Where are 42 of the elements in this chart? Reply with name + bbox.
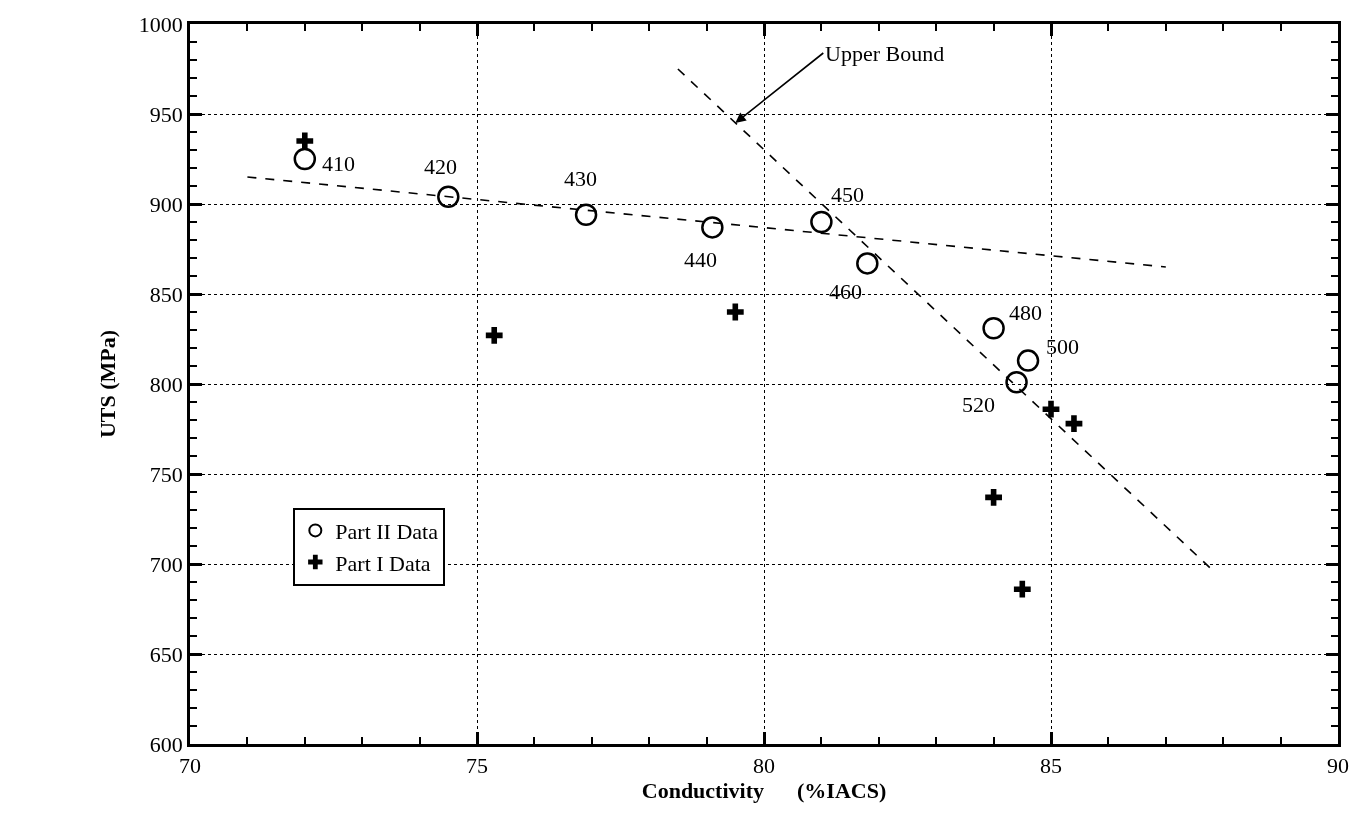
annotation: 420: [424, 154, 457, 179]
annotation: 500: [1046, 334, 1079, 359]
point: [293, 147, 317, 171]
point: [296, 132, 314, 150]
y-axis-title: UTS (MPa): [94, 329, 120, 439]
point: [856, 252, 879, 275]
point: [1042, 400, 1060, 418]
x-tick-label: 75: [466, 753, 488, 779]
y-tick-label: 1000: [138, 11, 183, 37]
y-tick-label: 900: [149, 191, 183, 217]
legend-label: Part I Data: [335, 550, 431, 576]
point: [701, 216, 724, 239]
point: [485, 327, 503, 344]
point: [985, 489, 1002, 506]
point: [1013, 580, 1031, 598]
y-tick-label: 750: [149, 461, 183, 487]
annotation: 520: [962, 392, 995, 417]
annotation: 430: [564, 166, 597, 191]
annotation: Upper Bound: [825, 41, 945, 66]
y-tick-label: 800: [149, 371, 183, 397]
point: [726, 303, 744, 321]
x-axis-title: Conductivity (%IACS): [641, 778, 887, 804]
y-tick-label: 700: [149, 551, 183, 577]
point: [437, 185, 460, 209]
point: [1016, 349, 1040, 372]
annotation: 440: [684, 247, 717, 272]
y-tick-label: 850: [149, 281, 183, 307]
annotation: 460: [829, 279, 862, 304]
y-tick-label: 650: [149, 641, 183, 667]
point: [1065, 415, 1083, 432]
y-tick-label: 950: [149, 101, 183, 127]
x-tick-label: 90: [1327, 753, 1349, 779]
annotation: 480: [1009, 300, 1042, 325]
point: [1005, 370, 1028, 394]
legend-label: Part II Data: [335, 518, 439, 544]
point: [574, 203, 598, 227]
point: [810, 210, 833, 234]
x-tick-label: 85: [1040, 753, 1062, 779]
annotation: 450: [831, 182, 864, 207]
point: [982, 316, 1005, 340]
annotation: 410: [322, 151, 355, 176]
x-tick-label: 80: [753, 753, 775, 779]
